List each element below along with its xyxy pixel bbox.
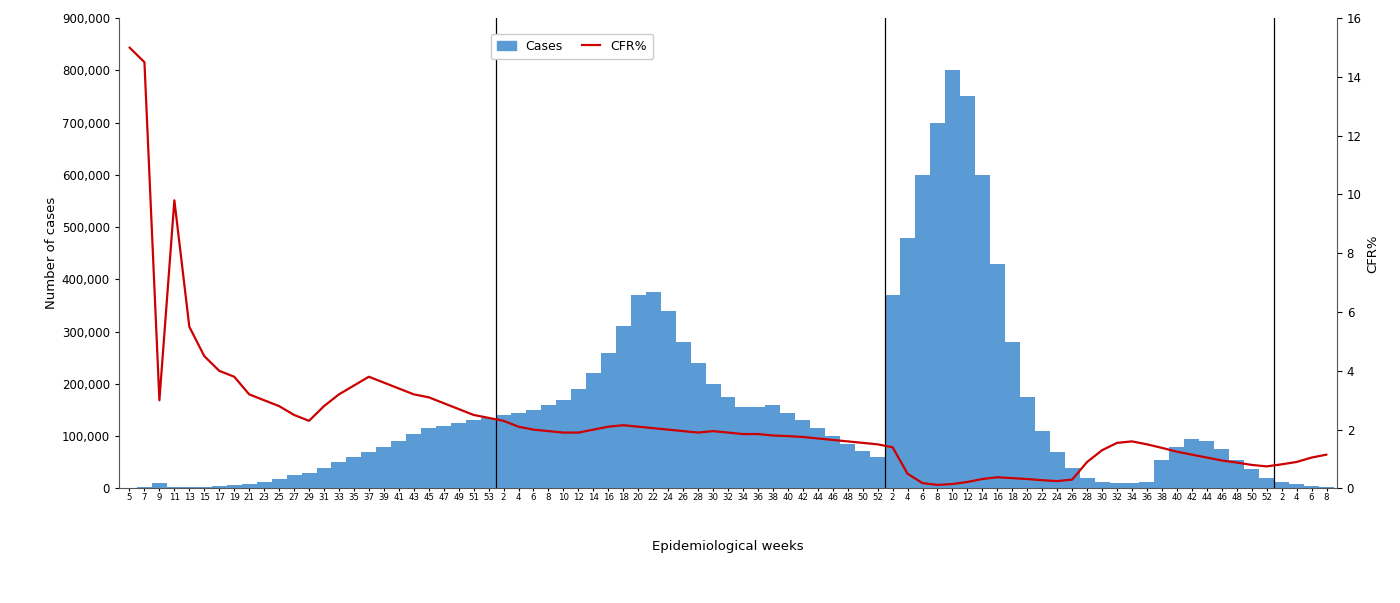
Bar — [1050, 452, 1064, 488]
Bar — [256, 482, 272, 488]
Bar — [332, 463, 346, 488]
Bar — [1124, 483, 1140, 488]
Bar — [1200, 441, 1214, 488]
Bar — [287, 475, 301, 488]
Bar — [1184, 439, 1200, 488]
Bar — [377, 447, 392, 488]
Bar — [871, 457, 885, 488]
Bar — [316, 467, 332, 488]
Bar — [392, 441, 406, 488]
Bar — [616, 326, 631, 488]
Bar — [361, 452, 377, 488]
Bar — [960, 96, 974, 488]
Bar — [795, 420, 811, 488]
Bar — [690, 363, 706, 488]
Bar — [916, 175, 930, 488]
Bar — [466, 420, 482, 488]
Bar — [1214, 449, 1229, 488]
Bar — [1035, 431, 1050, 488]
Bar — [153, 483, 167, 488]
Bar — [661, 311, 676, 488]
Bar — [855, 451, 871, 488]
Bar — [945, 71, 960, 488]
Bar — [1064, 467, 1079, 488]
Bar — [750, 408, 766, 488]
Bar — [167, 487, 182, 488]
Bar — [631, 295, 645, 488]
Bar — [1155, 459, 1169, 488]
Bar — [601, 353, 616, 488]
Bar — [735, 408, 750, 488]
Bar — [1169, 447, 1184, 488]
Bar — [421, 428, 437, 488]
X-axis label: Epidemiological weeks: Epidemiological weeks — [652, 540, 804, 554]
Bar — [990, 264, 1005, 488]
Y-axis label: Number of cases: Number of cases — [45, 197, 57, 309]
Bar — [706, 384, 721, 488]
Bar — [1245, 469, 1259, 488]
Bar — [272, 479, 287, 488]
Bar — [496, 415, 511, 488]
Bar — [885, 295, 900, 488]
Bar — [825, 436, 840, 488]
Bar — [227, 485, 242, 488]
Bar — [900, 238, 916, 488]
Bar — [1303, 486, 1319, 488]
Bar — [451, 423, 466, 488]
Bar — [556, 400, 571, 488]
Bar — [1289, 484, 1303, 488]
Bar — [721, 397, 735, 488]
Bar — [780, 412, 795, 488]
Bar — [974, 175, 990, 488]
Bar — [137, 487, 153, 488]
Bar — [1140, 482, 1155, 488]
Bar — [526, 410, 540, 488]
Bar — [811, 428, 825, 488]
Bar — [1110, 483, 1124, 488]
Bar — [301, 473, 316, 488]
Bar — [1079, 478, 1095, 488]
Bar — [1095, 482, 1110, 488]
Legend: Cases, CFR%: Cases, CFR% — [490, 34, 654, 59]
Bar — [437, 426, 451, 488]
Bar — [197, 487, 211, 488]
Bar — [346, 457, 361, 488]
Bar — [242, 484, 256, 488]
Bar — [1274, 482, 1289, 488]
Bar — [540, 405, 556, 488]
Bar — [482, 418, 496, 488]
Bar — [766, 405, 780, 488]
Bar — [676, 342, 690, 488]
Y-axis label: CFR%: CFR% — [1366, 234, 1379, 273]
Bar — [211, 487, 227, 488]
Bar — [511, 412, 526, 488]
Bar — [645, 292, 661, 488]
Bar — [840, 444, 855, 488]
Bar — [585, 373, 601, 488]
Bar — [406, 434, 421, 488]
Bar — [1005, 342, 1019, 488]
Bar — [182, 487, 197, 488]
Bar — [1259, 478, 1274, 488]
Bar — [1019, 397, 1035, 488]
Bar — [1319, 487, 1334, 488]
Bar — [1229, 459, 1245, 488]
Bar — [571, 389, 585, 488]
Bar — [930, 122, 945, 488]
